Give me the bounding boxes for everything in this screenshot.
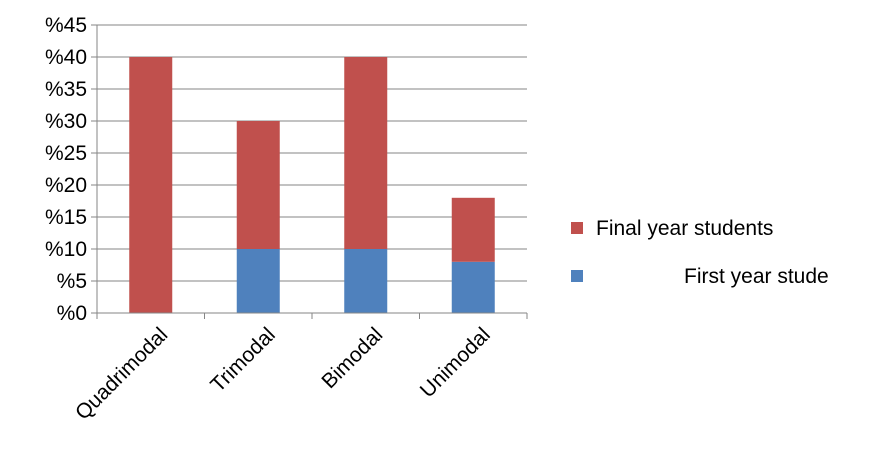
bar-final-year-trimodal — [236, 121, 280, 249]
bar-first-year-trimodal — [236, 249, 280, 313]
y-tick-label: %30 — [45, 110, 87, 133]
legend-swatch-final-year — [571, 222, 583, 234]
legend-label-first-year: First year stude — [684, 265, 829, 288]
bars — [129, 57, 495, 313]
bar-final-year-bimodal — [344, 57, 388, 249]
y-tick-labels: %0 %5 %10 %15 %20 %25 %30 %35 %40 %45 — [45, 14, 87, 325]
legend-label-final-year: Final year students — [596, 217, 773, 240]
bar-final-year-unimodal — [451, 197, 495, 262]
y-tick-label: %0 — [57, 302, 87, 325]
x-tick-label: Bimodal — [317, 323, 387, 393]
legend-swatch-first-year — [571, 270, 583, 282]
axes — [96, 25, 527, 314]
y-tick-label: %35 — [45, 78, 87, 101]
y-tick-label: %15 — [45, 206, 87, 229]
y-tick-label: %40 — [45, 46, 87, 69]
y-tick-label: %25 — [45, 142, 87, 165]
x-tick-labels: Quadrimodal Trimodal Bimodal Unimodal — [71, 323, 495, 424]
y-tick-label: %20 — [45, 174, 87, 197]
bar-first-year-unimodal — [451, 261, 495, 313]
x-tick-label: Trimodal — [206, 323, 279, 396]
x-tick-label: Quadrimodal — [71, 323, 172, 424]
bar-first-year-bimodal — [344, 249, 388, 313]
legend: Final year students First year stude — [571, 217, 829, 288]
y-tick-label: %45 — [45, 14, 87, 37]
x-tick-label: Unimodal — [416, 323, 495, 402]
y-tick-label: %10 — [45, 238, 87, 261]
y-tick-label: %5 — [57, 270, 87, 293]
bar-final-year-quadrimodal — [129, 57, 173, 313]
